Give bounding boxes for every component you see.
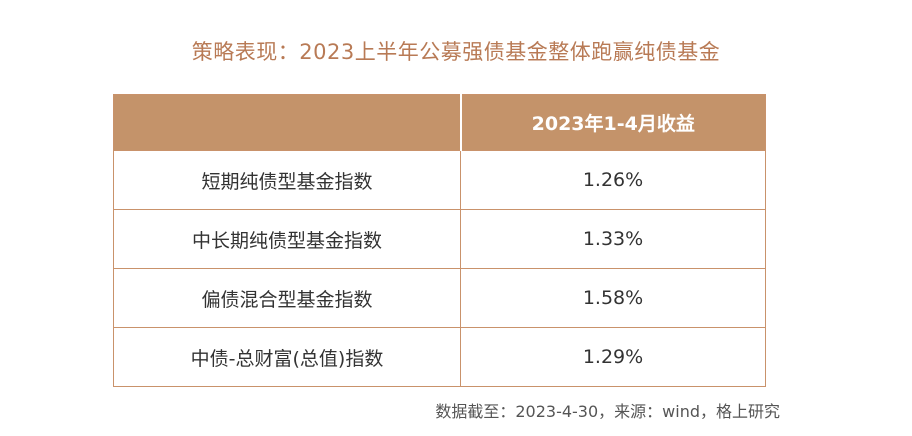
index-name-cell: 中债-总财富(总值)指数 xyxy=(113,327,461,387)
table-header-row: 2023年1-4月收益 xyxy=(113,94,766,151)
table-row: 短期纯债型基金指数 1.26% xyxy=(113,150,766,210)
table-row: 中债-总财富(总值)指数 1.29% xyxy=(113,327,766,387)
index-name-cell: 偏债混合型基金指数 xyxy=(113,268,461,328)
return-value-cell: 1.33% xyxy=(460,209,766,269)
return-value-cell: 1.58% xyxy=(460,268,766,328)
header-cell-return: 2023年1-4月收益 xyxy=(460,94,766,151)
index-name-cell: 中长期纯债型基金指数 xyxy=(113,209,461,269)
return-value-cell: 1.26% xyxy=(460,150,766,210)
source-note: 数据截至：2023-4-30，来源：wind，格上研究 xyxy=(435,402,780,421)
return-value-cell: 1.29% xyxy=(460,327,766,387)
returns-table: 2023年1-4月收益 短期纯债型基金指数 1.26% 中长期纯债型基金指数 1… xyxy=(113,94,766,387)
table-row: 中长期纯债型基金指数 1.33% xyxy=(113,209,766,269)
index-name-cell: 短期纯债型基金指数 xyxy=(113,150,461,210)
table-row: 偏债混合型基金指数 1.58% xyxy=(113,268,766,328)
page-title: 策略表现：2023上半年公募强债基金整体跑赢纯债基金 xyxy=(191,40,721,64)
header-cell-index xyxy=(113,94,462,151)
